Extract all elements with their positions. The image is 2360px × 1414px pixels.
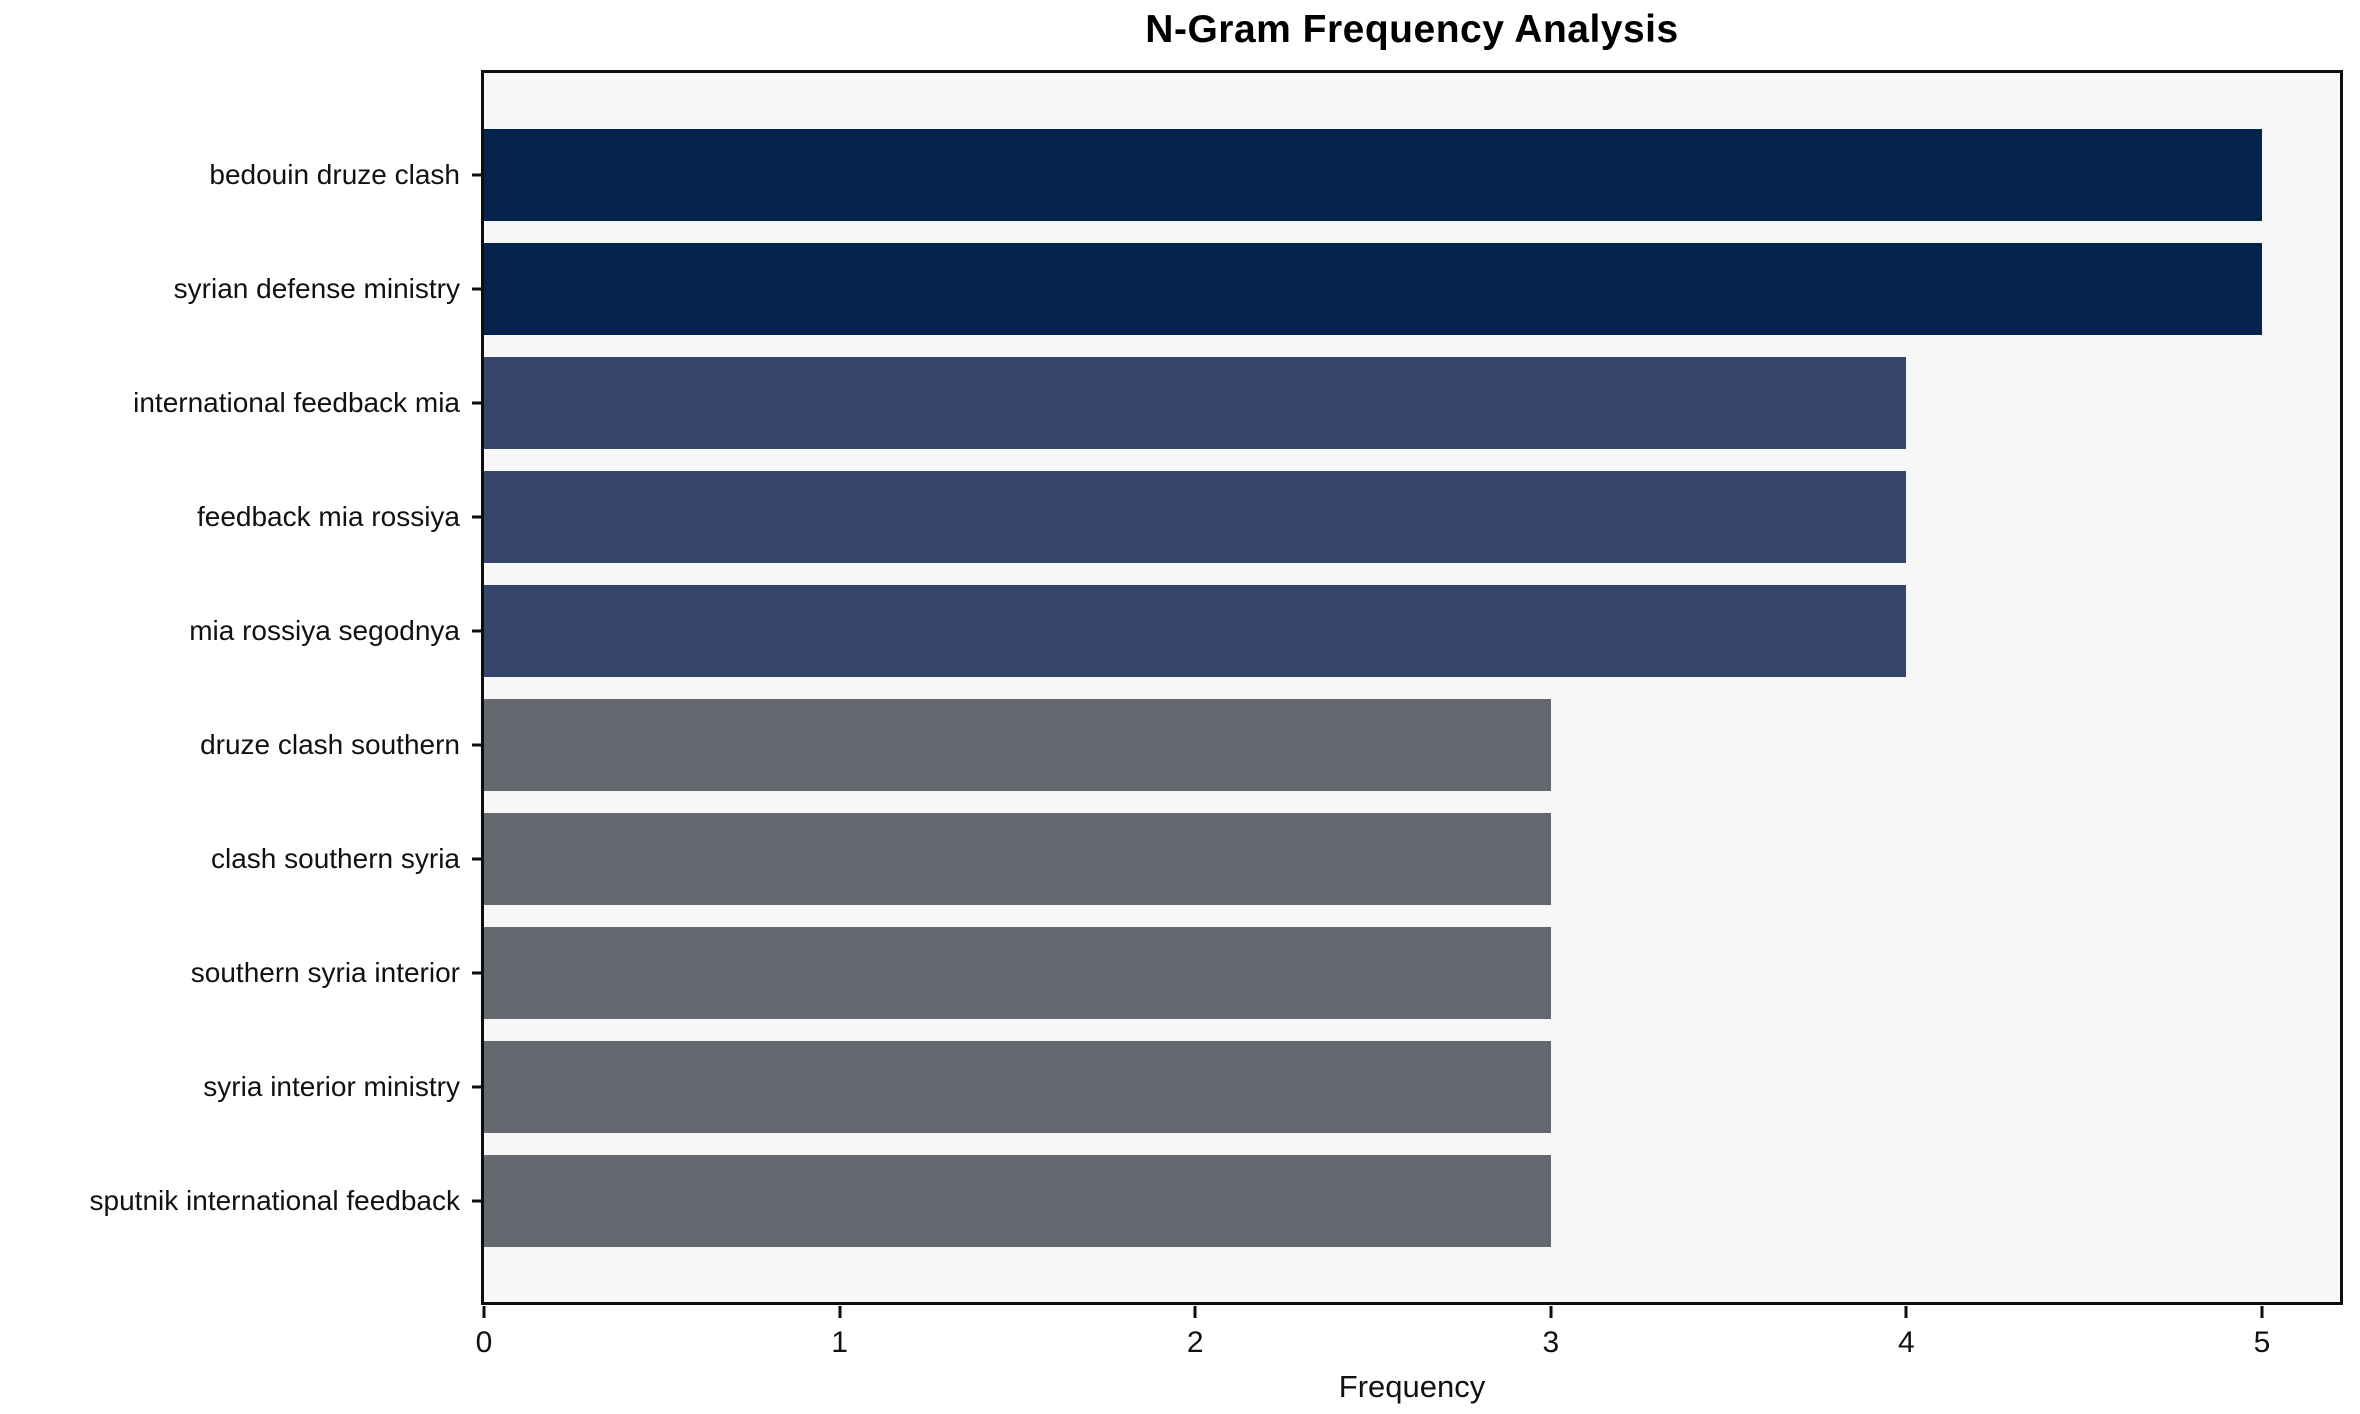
y-tick-label: syria interior ministry xyxy=(203,1071,460,1102)
bar xyxy=(484,813,1551,905)
bar xyxy=(484,357,1907,449)
y-tick-label: druze clash southern xyxy=(200,729,460,760)
x-tick-label: 1 xyxy=(831,1326,848,1359)
x-tick-mark xyxy=(2260,1306,2264,1318)
y-tick-mark xyxy=(472,629,481,633)
y-tick-label: bedouin druze clash xyxy=(209,159,460,190)
y-tick-mark xyxy=(472,515,481,519)
x-axis-title: Frequency xyxy=(1338,1369,1486,1404)
y-tick-mark xyxy=(472,401,481,405)
y-tick-mark xyxy=(472,1085,481,1089)
y-tick-mark xyxy=(472,971,481,975)
bar xyxy=(484,471,1907,563)
bar xyxy=(484,1155,1551,1247)
y-tick-mark xyxy=(472,287,481,291)
y-tick-label: feedback mia rossiya xyxy=(196,501,460,532)
x-tick-label: 3 xyxy=(1542,1326,1560,1359)
x-tick-mark xyxy=(482,1306,486,1318)
y-tick-mark xyxy=(472,1199,481,1203)
x-tick-mark xyxy=(1193,1306,1197,1318)
plot-area xyxy=(481,70,2343,1305)
y-axis-labels: bedouin druze clash syrian defense minist… xyxy=(0,0,481,1414)
bar xyxy=(484,1041,1551,1133)
y-tick-label: mia rossiya segodnya xyxy=(189,615,460,646)
chart-title: N-Gram Frequency Analysis xyxy=(1145,8,1679,51)
x-tick-label: 2 xyxy=(1186,1326,1204,1359)
y-tick-mark xyxy=(472,857,481,861)
y-tick-label: international feedback mia xyxy=(133,387,460,418)
x-tick-label: 5 xyxy=(2253,1326,2271,1359)
bar xyxy=(484,129,2262,221)
y-tick-label: syrian defense ministry xyxy=(173,273,460,304)
x-tick-mark xyxy=(1549,1306,1553,1318)
bar xyxy=(484,585,1907,677)
y-tick-label: southern syria interior xyxy=(190,957,460,988)
bar xyxy=(484,243,2262,335)
x-tick-label: 0 xyxy=(475,1326,493,1359)
bar xyxy=(484,927,1551,1019)
y-tick-label: sputnik international feedback xyxy=(89,1185,460,1216)
x-tick-mark xyxy=(838,1306,842,1318)
x-tick-label: 4 xyxy=(1898,1326,1915,1359)
y-tick-mark xyxy=(472,743,481,747)
y-tick-label: clash southern syria xyxy=(210,843,460,874)
x-tick-mark xyxy=(1904,1306,1908,1318)
y-tick-mark xyxy=(472,173,481,177)
bar xyxy=(484,699,1551,791)
